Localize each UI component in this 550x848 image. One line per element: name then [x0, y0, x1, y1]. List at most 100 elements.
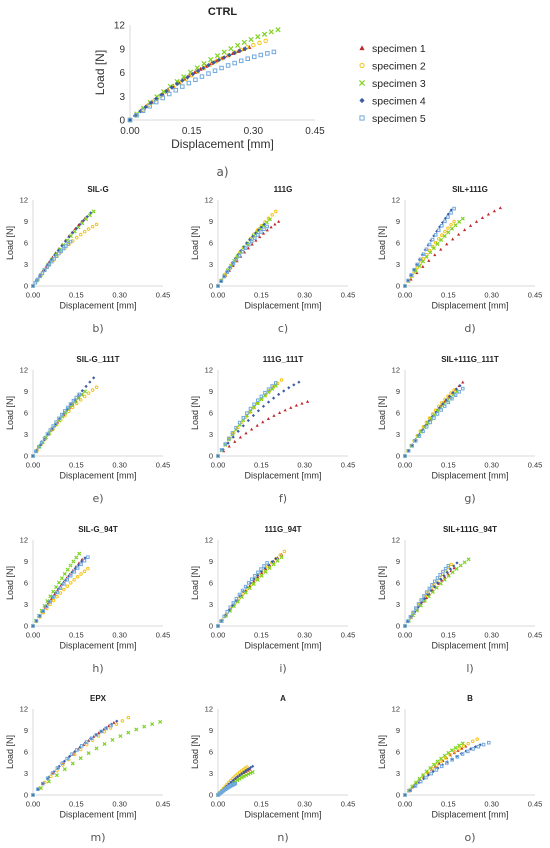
data-point — [258, 235, 262, 239]
x-axis-label: Displacement [mm] — [59, 810, 136, 820]
x-tick-label: 0.00 — [26, 291, 41, 300]
data-point — [263, 569, 268, 574]
chart-title: SIL+111G — [452, 185, 488, 194]
data-point — [227, 436, 231, 441]
data-point — [267, 217, 273, 222]
data-point — [42, 268, 47, 272]
series-3 — [402, 741, 465, 798]
data-point — [410, 443, 415, 448]
data-point — [212, 68, 218, 73]
data-point — [245, 765, 249, 769]
data-point — [62, 587, 66, 592]
y-tick-label: 0 — [24, 282, 28, 291]
data-point — [225, 270, 229, 274]
legend-entry: specimen 4 — [372, 96, 426, 108]
data-point — [222, 274, 226, 279]
data-point — [256, 570, 260, 575]
data-point — [256, 233, 260, 237]
data-point — [65, 577, 70, 582]
data-point — [246, 767, 250, 771]
data-point — [73, 567, 77, 571]
y-tick-label: 6 — [24, 409, 28, 418]
y-tick-label: 3 — [209, 600, 213, 609]
data-point — [240, 588, 245, 593]
data-point — [259, 394, 264, 399]
data-point — [237, 592, 242, 597]
data-point — [231, 435, 235, 439]
data-point — [51, 598, 56, 603]
data-point — [300, 401, 304, 405]
data-point — [241, 424, 245, 428]
chart-panel-0: CTRL 0 3 6 9 12 0.00 0.15 0.30 0.45 Displacement [… — [93, 6, 325, 179]
data-point — [238, 773, 242, 777]
chart-title: 111G — [274, 185, 293, 194]
data-point — [406, 278, 410, 283]
data-point — [412, 268, 416, 272]
data-point — [460, 741, 465, 746]
y-tick-label: 0 — [209, 791, 213, 800]
x-tick-label: 0.00 — [211, 800, 226, 809]
x-tick-label: 0.15 — [254, 291, 269, 300]
data-point — [53, 253, 57, 257]
data-point — [91, 209, 96, 214]
legend-marker — [359, 45, 365, 51]
data-point — [292, 383, 296, 387]
x-tick-label: 0.30 — [244, 126, 264, 137]
data-point — [78, 222, 82, 226]
x-tick-label: 0.15 — [69, 631, 84, 640]
x-axis-label: Displacement [mm] — [244, 810, 321, 820]
data-point — [104, 726, 108, 731]
data-point — [161, 88, 167, 95]
y-tick-label: 0 — [396, 791, 400, 800]
data-point — [102, 730, 107, 734]
data-point — [433, 253, 437, 257]
data-point — [251, 42, 256, 48]
data-point — [248, 771, 253, 776]
data-point — [201, 65, 206, 71]
x-tick-label: 0.00 — [398, 461, 413, 470]
x-tick-label: 0.30 — [297, 631, 312, 640]
data-point — [49, 774, 53, 779]
data-point — [248, 766, 253, 770]
y-tick-label: 9 — [209, 726, 213, 735]
chart-panel-7: SIL-G_94T 0 3 6 9 12 0.00 0.15 0.30 0.45 Displacem… — [5, 525, 170, 675]
chart-panel-4: SIL-G_111T 0 3 6 9 12 0.00 0.15 0.30 0.45 Displace… — [5, 355, 170, 505]
data-point — [40, 781, 45, 786]
data-point — [266, 390, 271, 395]
x-tick-label: 0.30 — [297, 291, 312, 300]
y-tick-label: 12 — [205, 366, 213, 375]
data-point — [254, 238, 258, 242]
data-point — [238, 58, 244, 64]
data-point — [449, 208, 453, 212]
legend-entry: specimen 3 — [372, 78, 426, 90]
data-point — [33, 280, 38, 285]
data-point — [31, 793, 35, 797]
data-point — [446, 573, 451, 578]
x-tick-label: 0.45 — [528, 800, 543, 809]
x-tick-label: 0.30 — [484, 291, 499, 300]
data-point — [282, 549, 287, 554]
data-point — [219, 65, 224, 71]
legend-marker — [358, 79, 366, 87]
data-point — [219, 619, 223, 623]
y-tick-label: 6 — [396, 239, 400, 248]
data-point — [406, 449, 411, 453]
data-point — [437, 406, 441, 410]
data-point — [244, 773, 249, 778]
data-point — [241, 774, 247, 779]
data-point — [211, 60, 216, 65]
data-point — [55, 594, 59, 599]
x-tick-label: 0.00 — [120, 126, 140, 137]
data-point — [78, 747, 83, 752]
data-point — [222, 614, 226, 619]
data-point — [45, 265, 49, 270]
data-point — [460, 746, 464, 750]
x-axis-label: Displacement [mm] — [431, 641, 508, 651]
panel-caption: d) — [464, 322, 475, 335]
data-point — [233, 776, 237, 781]
data-point — [263, 566, 267, 570]
data-point — [241, 39, 247, 45]
data-point — [443, 566, 448, 571]
panel-caption: l) — [466, 662, 473, 675]
